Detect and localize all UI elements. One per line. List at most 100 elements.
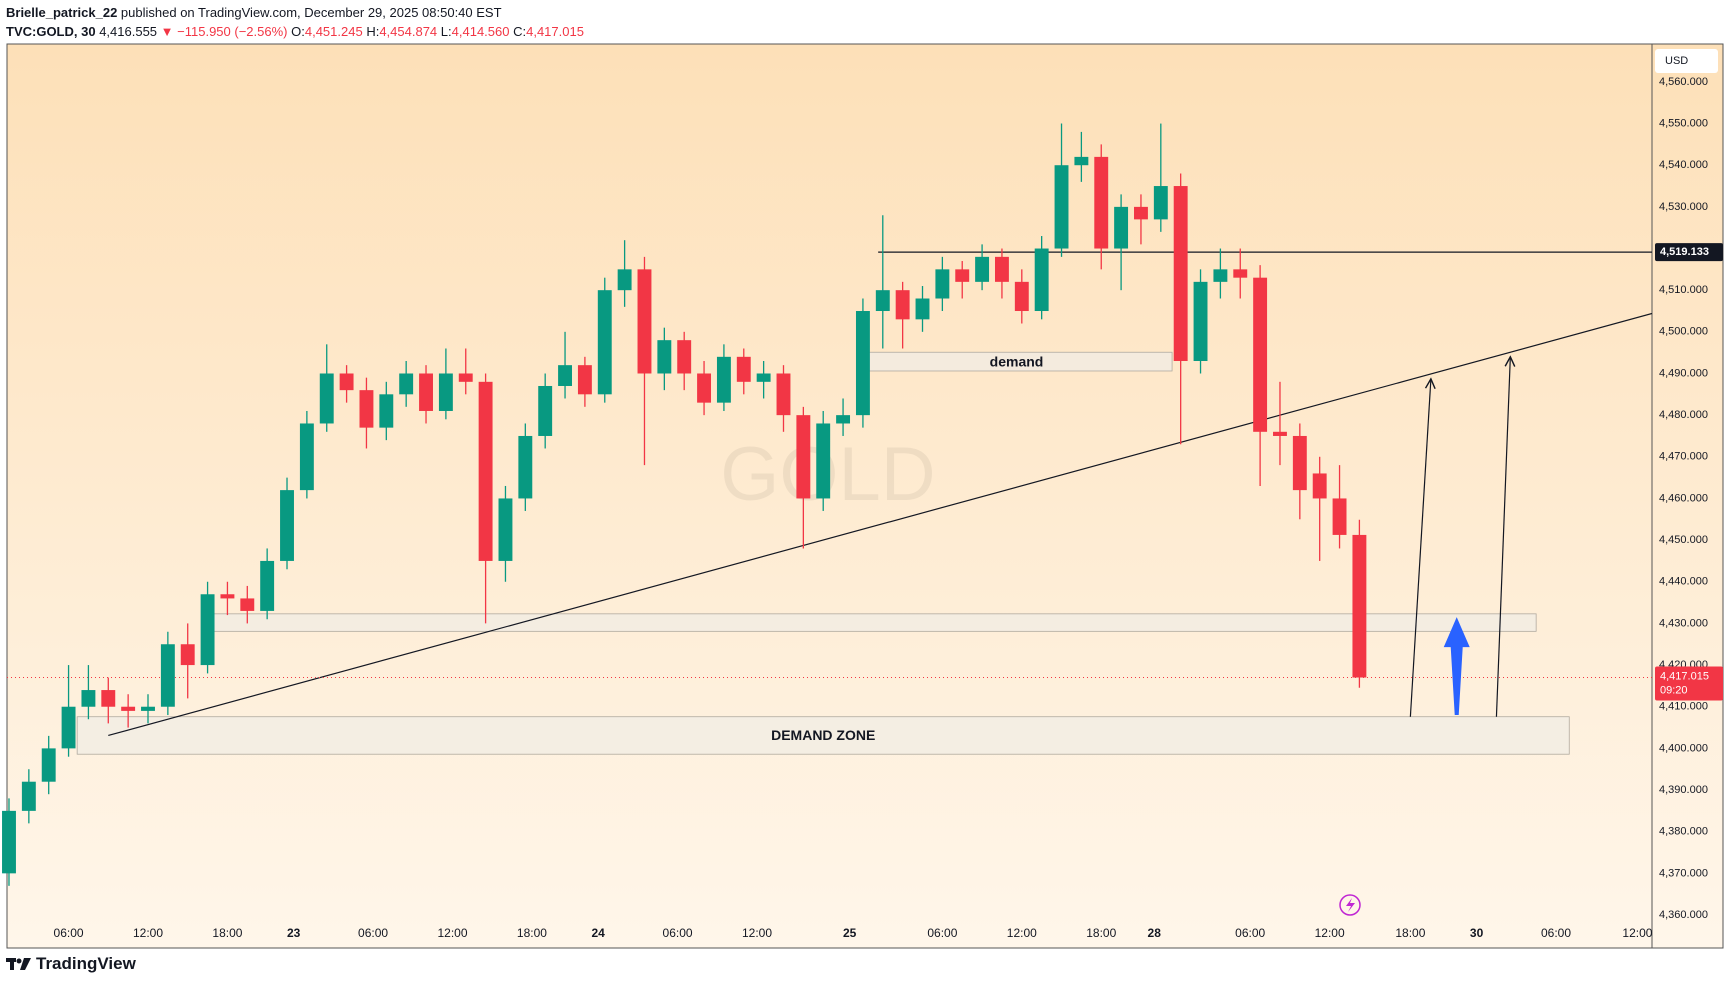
y-tick-label: 4,460.000 [1659,492,1708,504]
candle-body [1233,269,1248,278]
candle-body [836,415,851,424]
candle-body [577,365,592,395]
footer: TradingView [6,954,136,974]
last-price-label: 4,417.015 [1660,670,1709,682]
candle-body [1114,206,1129,249]
y-tick-label: 4,400.000 [1659,742,1708,754]
candle-body [319,373,334,424]
candle-body [2,810,16,874]
x-tick-label: 12:00 [1007,926,1037,940]
candle-body [1173,186,1188,361]
x-tick-label: 12:00 [742,926,772,940]
symbol: TVC:GOLD, 30 [6,24,96,39]
l-label: L: [440,24,452,39]
last-price-box [1655,666,1723,701]
candle-body [776,373,791,416]
candle-body [399,373,414,395]
candle-body [558,365,572,386]
candle-body [1153,186,1168,220]
candle-body [1094,156,1109,249]
x-tick-label: 28 [1148,926,1162,940]
x-tick-label: 06:00 [54,926,84,940]
x-tick-label: 18:00 [1395,926,1425,940]
candle-body [1014,281,1029,312]
y-tick-label: 4,440.000 [1659,576,1708,588]
candle-body [498,498,513,561]
x-tick-label: 23 [287,926,301,940]
candle-body [697,373,712,403]
y-tick-label: 4,550.000 [1659,117,1708,129]
y-tick-label: 4,390.000 [1659,784,1708,796]
y-tick-label: 4,370.000 [1659,867,1708,879]
candle-body [359,390,374,428]
candle-body [617,269,632,291]
candle-body [299,423,314,491]
brand: TradingView [36,954,136,973]
trendline [108,312,1653,737]
event-icon-bolt [1346,898,1355,912]
x-tick-label: 12:00 [1315,926,1345,940]
y-tick-label: 4,470.000 [1659,451,1708,463]
x-tick-label: 06:00 [358,926,388,940]
y-tick-label: 4,530.000 [1659,201,1708,213]
candle-body [895,290,910,320]
x-tick-label: 06:00 [663,926,693,940]
currency: USD [1665,55,1688,67]
x-tick-label: 06:00 [1235,926,1265,940]
close: 4,417.015 [526,24,584,39]
candle-body [796,415,811,499]
candle-body [1034,248,1049,312]
candle-body [379,394,394,428]
zone [76,716,1570,755]
candle-body [141,706,155,711]
x-tick-label: 12:00 [1622,926,1652,940]
candle-body [339,373,354,391]
c-label: C: [513,24,527,39]
candle-body [935,269,950,299]
candle-body [160,644,175,707]
change: ▼ −115.950 (−2.56%) [160,24,288,39]
candle-body [240,598,255,611]
candle-body [657,340,672,374]
candle-body [1074,156,1089,166]
y-tick-label: 4,500.000 [1659,326,1708,338]
candle-body [518,435,533,499]
candle-body [716,356,731,403]
x-tick-label: 18:00 [1086,926,1116,940]
candle-body [478,381,493,561]
candle-body [1193,281,1208,361]
candle-body [1292,435,1307,491]
x-tick-label: 12:00 [437,926,467,940]
candle-body [915,298,930,320]
candle-body [280,490,294,561]
candle-body [756,373,771,382]
candle-body [875,290,890,312]
zone-label: DEMAND ZONE [771,727,875,743]
header: Brielle_patrick_22 published on TradingV… [6,3,584,41]
high: 4,454.874 [379,24,438,39]
y-tick-label: 4,490.000 [1659,367,1708,379]
candle-body [200,594,215,666]
x-tick-label: 30 [1470,926,1484,940]
candle-body [677,340,692,374]
x-tick-label: 12:00 [133,926,163,940]
logo-icon [6,958,31,970]
x-tick-label: 25 [843,926,857,940]
candle-body [1054,165,1069,249]
candle-body [955,269,970,282]
y-tick-label: 4,540.000 [1659,159,1708,171]
candle-body [260,560,275,611]
candle-body [1213,269,1228,282]
low: 4,414.560 [451,24,510,39]
h-label: H: [366,24,380,39]
candle-body [736,356,751,382]
y-tick-label: 4,510.000 [1659,284,1708,296]
candle-body [220,594,235,599]
candle-body [538,385,553,436]
author[interactable]: Brielle_patrick_22 [6,5,118,20]
candle-body [41,748,56,782]
candle-body [81,690,96,707]
event-icon[interactable] [1339,894,1361,916]
